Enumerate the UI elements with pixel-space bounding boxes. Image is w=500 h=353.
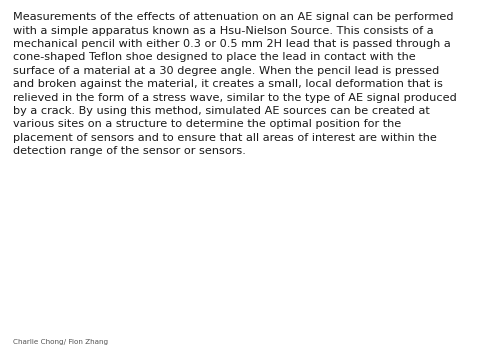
Text: Charlie Chong/ Fion Zhang: Charlie Chong/ Fion Zhang <box>13 339 108 345</box>
Text: Measurements of the effects of attenuation on an AE signal can be performed
with: Measurements of the effects of attenuati… <box>13 12 457 156</box>
